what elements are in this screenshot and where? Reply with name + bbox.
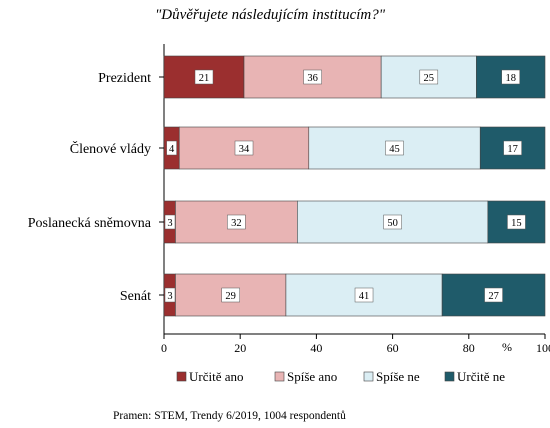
value-label: 34	[239, 144, 250, 155]
category-label: Členové vlády	[70, 140, 151, 157]
value-label-box	[501, 69, 520, 85]
legend-swatch	[363, 371, 374, 382]
value-label: 4	[169, 144, 175, 155]
value-label-box	[303, 69, 322, 85]
value-label: 27	[488, 291, 499, 302]
value-label: 45	[389, 144, 400, 155]
category-labels: Prezident Členové vlády Poslanecká sněmovn…	[28, 71, 164, 304]
value-label-box	[503, 140, 522, 156]
x-axis-unit-label: %	[502, 340, 512, 354]
legend-swatch	[274, 371, 285, 382]
category-label: Senát	[120, 289, 151, 304]
value-label-box	[164, 214, 176, 230]
legend-label: Určitě ne	[457, 369, 505, 384]
legend-swatch	[444, 371, 455, 382]
source-note: Pramen: STEM, Trendy 6/2019, 1004 respon…	[113, 409, 346, 422]
x-tick-label: 0	[161, 341, 167, 355]
value-label-box	[385, 140, 404, 156]
value-label: 29	[225, 291, 236, 302]
x-tick-label: 60	[387, 341, 399, 355]
value-label: 36	[307, 73, 318, 84]
value-label: 3	[167, 291, 172, 302]
value-label: 21	[199, 73, 210, 84]
legend-label: Spíše ne	[376, 369, 420, 384]
value-label-box	[383, 214, 402, 230]
legend-label: Určitě ano	[189, 369, 244, 384]
value-label-box	[484, 287, 503, 303]
value-label-box	[166, 140, 177, 156]
value-label: 41	[359, 291, 370, 302]
value-label-box	[194, 69, 214, 85]
x-tick-label: 80	[463, 341, 475, 355]
value-label-box	[234, 140, 254, 156]
value-label-box	[507, 214, 526, 230]
category-label: Prezident	[98, 71, 151, 86]
legend-swatch	[176, 371, 187, 382]
value-label: 17	[507, 144, 518, 155]
legend-label: Spíše ano	[287, 369, 337, 384]
legend: Určitě ano Spíše ano Spíše ne Určitě ne	[176, 369, 505, 384]
x-tick-label: 40	[310, 341, 322, 355]
value-label: 18	[505, 73, 516, 84]
value-label-box	[227, 214, 246, 230]
value-label: 50	[387, 218, 398, 229]
x-tick-label: 20	[234, 341, 246, 355]
value-label: 15	[511, 218, 522, 229]
value-label-box	[419, 69, 439, 85]
value-label: 32	[231, 218, 242, 229]
x-axis-ticks: 0 20 40 60 80 100	[161, 334, 550, 355]
value-label: 3	[167, 218, 172, 229]
value-label-box	[221, 287, 240, 303]
value-label: 25	[424, 73, 435, 84]
x-tick-label: 100	[536, 341, 550, 355]
category-label: Poslanecká sněmovna	[28, 216, 152, 231]
value-label-box	[164, 287, 176, 303]
bars-group: 21 36 25 18 4 34 45 17 3 32 50 15 3 29 41 27	[163, 55, 546, 317]
chart-title: "Důvěřujete následujícím institucím?"	[155, 7, 386, 23]
value-label-box	[354, 287, 374, 303]
